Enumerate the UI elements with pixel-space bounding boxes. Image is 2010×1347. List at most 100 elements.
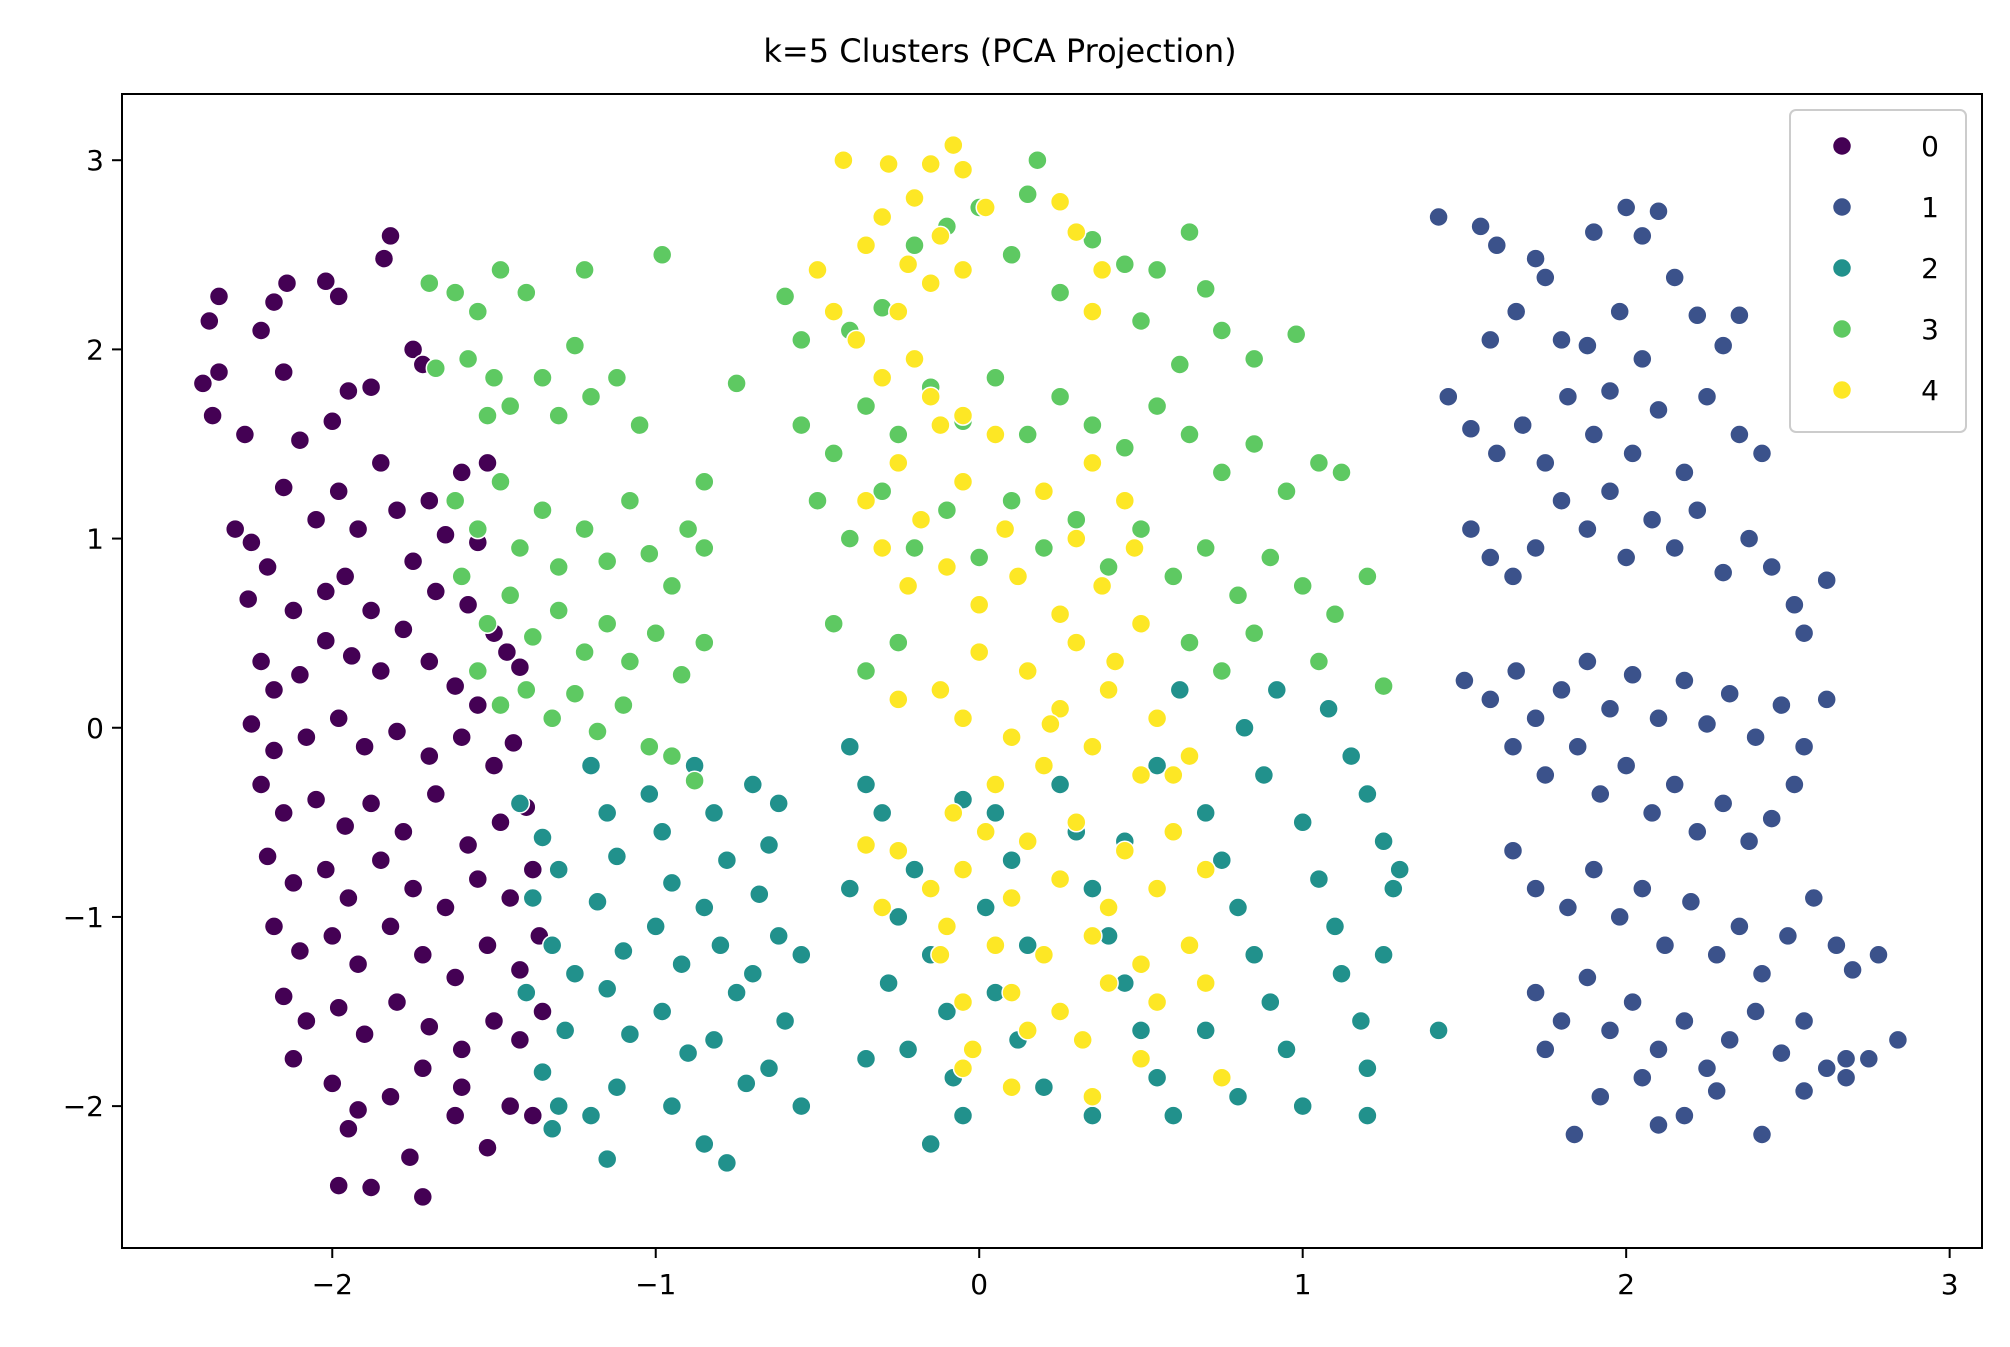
scatter-point	[742, 963, 764, 984]
legend-label: 4	[1921, 374, 1939, 407]
scatter-point	[661, 745, 683, 767]
scatter-point	[477, 613, 498, 634]
scatter-point	[360, 376, 382, 398]
scatter-point	[522, 1105, 544, 1126]
scatter-point	[807, 490, 828, 511]
scatter-point	[1564, 1124, 1585, 1145]
scatter-point	[532, 499, 553, 521]
scatter-point	[548, 405, 569, 426]
scatter-point	[1486, 443, 1508, 464]
scatter-point	[283, 600, 304, 621]
scatter-point	[467, 660, 489, 682]
scatter-point	[1163, 821, 1184, 843]
scatter-point	[1357, 783, 1378, 805]
y-tick-label: 1	[86, 523, 104, 556]
scatter-point	[1567, 736, 1588, 757]
scatter-point	[516, 282, 537, 303]
scatter-point	[943, 134, 964, 156]
scatter-point	[1470, 216, 1491, 237]
scatter-point	[425, 581, 447, 602]
scatter-point	[952, 259, 974, 281]
scatter-point	[1114, 840, 1136, 861]
scatter-point	[574, 641, 595, 663]
scatter-point	[1887, 1029, 1909, 1051]
scatter-point	[1480, 329, 1501, 351]
scatter-point	[904, 235, 925, 256]
scatter-point	[878, 972, 899, 994]
scatter-point	[1027, 149, 1048, 171]
scatter-point	[671, 953, 692, 975]
scatter-point	[250, 651, 272, 672]
scatter-point	[522, 859, 544, 880]
y-tick-label: 3	[86, 144, 104, 177]
scatter-point	[1130, 764, 1152, 786]
scatter-point	[564, 335, 586, 356]
scatter-point	[1696, 386, 1718, 407]
scatter-point	[1664, 267, 1685, 288]
scatter-point	[985, 802, 1006, 824]
scatter-point	[435, 524, 456, 546]
scatter-point	[774, 286, 796, 307]
legend-item-0: 0	[1831, 130, 1939, 163]
scatter-point	[1163, 566, 1184, 587]
scatter-point	[263, 740, 285, 761]
scatter-point	[237, 588, 259, 610]
scatter-point	[1664, 537, 1685, 559]
scatter-point	[1641, 802, 1663, 824]
scatter-point	[1751, 1124, 1773, 1145]
scatter-point	[904, 859, 925, 880]
scatter-point	[419, 651, 440, 672]
scatter-point	[1373, 831, 1394, 852]
scatter-point	[1793, 622, 1815, 644]
scatter-point	[1017, 1020, 1038, 1041]
scatter-point	[1428, 1020, 1449, 1041]
scatter-point	[1674, 670, 1695, 691]
scatter-point	[791, 944, 812, 966]
scatter-point	[619, 490, 641, 511]
scatter-point	[1706, 1080, 1727, 1102]
scatter-point	[1648, 1039, 1669, 1060]
scatter-point	[1535, 764, 1556, 786]
scatter-point	[1551, 329, 1572, 351]
scatter-point	[1285, 324, 1307, 345]
scatter-point	[477, 405, 498, 426]
scatter-point	[1082, 1105, 1103, 1126]
scatter-point	[1331, 462, 1352, 483]
series-4	[807, 134, 1233, 1107]
scatter-point	[1858, 1048, 1880, 1070]
scatter-point	[334, 815, 356, 837]
scatter-point	[1738, 831, 1760, 852]
scatter-point	[315, 859, 337, 880]
scatter-point	[273, 802, 294, 824]
scatter-point	[1049, 191, 1071, 213]
scatter-point	[1211, 462, 1233, 483]
scatter-point	[596, 978, 618, 1000]
scatter-point	[328, 481, 349, 502]
scatter-point	[1615, 755, 1637, 776]
scatter-point	[936, 499, 958, 521]
scatter-point	[1609, 906, 1630, 928]
scatter-point	[1146, 755, 1168, 776]
scatter-point	[1826, 935, 1847, 956]
scatter-point	[1049, 282, 1071, 303]
scatter-point	[509, 793, 531, 814]
scatter-point	[1308, 868, 1330, 890]
scatter-point	[839, 736, 861, 757]
scatter-point	[490, 812, 511, 833]
scatter-point	[1098, 897, 1119, 918]
scatter-point	[419, 490, 440, 511]
scatter-point	[1179, 424, 1200, 445]
scatter-point	[1460, 518, 1482, 540]
scatter-point	[1033, 481, 1055, 502]
scatter-point	[639, 783, 660, 805]
scatter-point	[1082, 736, 1103, 757]
scatter-point	[1583, 221, 1605, 243]
scatter-point	[791, 329, 812, 351]
scatter-point	[393, 821, 414, 843]
scatter-point	[315, 581, 337, 602]
scatter-point	[703, 1029, 725, 1051]
scatter-point	[477, 1137, 498, 1158]
scatter-point	[483, 367, 505, 389]
scatter-point	[1428, 206, 1449, 228]
scatter-point	[1243, 944, 1265, 966]
